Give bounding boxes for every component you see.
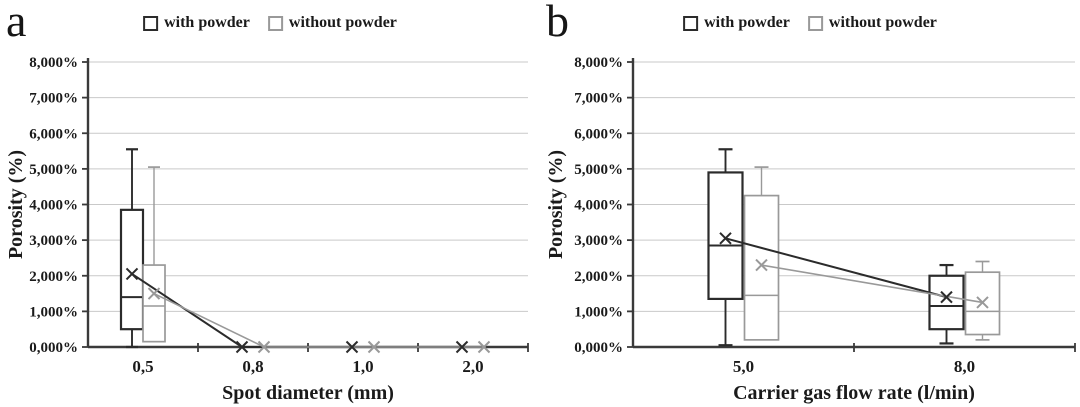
legend-item-with-powder: with powder (683, 14, 790, 32)
x-tick-label: 5,0 (733, 357, 754, 376)
panel-a-chart: 0,000% 1,000% 2,000% 3,000% 4,000% 5,000% 6,00… (5, 55, 529, 404)
y-tick-label: 5,000% (29, 162, 78, 178)
y-tick-label: 7,000% (574, 91, 623, 107)
mean-marker (257, 340, 271, 354)
y-tick-label: 4,000% (574, 198, 623, 214)
y-tick-label: 4,000% (29, 198, 78, 214)
x-tick-label: 0,8 (242, 357, 263, 376)
mean-line-with-powder (131, 273, 462, 348)
y-tick-label: 3,000% (574, 233, 623, 249)
panel-b-chart: 0,000% 1,000% 2,000% 3,000% 4,000% 5,000% 6,00… (545, 55, 1076, 404)
mean-marker (477, 340, 491, 354)
mean-marker (940, 290, 953, 304)
box-with-powder (928, 274, 965, 331)
panel-b: b with powder without powder 0,000% 1,000… (540, 0, 1080, 407)
panel-b-legend: with powder without powder (683, 14, 937, 32)
panel-a: a with powder without powder 0,000% 1,000… (5, 0, 529, 404)
legend-item-without-powder: without powder (267, 14, 397, 32)
box-with-powder (119, 208, 145, 331)
y-tick-label: 8,000% (29, 55, 78, 71)
legend-label-without-powder: without powder (288, 14, 397, 31)
x-tick-label: 1,0 (352, 357, 373, 376)
y-tick-label: 3,000% (29, 233, 78, 249)
axis-title-y: Porosity (%) (545, 150, 567, 259)
axis-title-x: Spot diameter (mm) (222, 382, 394, 404)
box-with-powder (707, 171, 744, 301)
legend-swatch-with-powder-icon (683, 15, 699, 31)
legend-label-without-powder: without powder (828, 14, 937, 31)
box-without-powder (142, 264, 166, 343)
mean-marker (455, 340, 469, 354)
axis-title-x: Carrier gas flow rate (l/min) (733, 382, 975, 404)
mean-marker (755, 258, 768, 272)
mean-marker (147, 287, 161, 300)
legend-item-with-powder: with powder (143, 14, 250, 32)
y-tick-label: 5,000% (574, 162, 623, 178)
mean-line-with-powder (725, 237, 947, 299)
mean-marker (367, 340, 381, 354)
panel-a-label: a (6, 0, 27, 46)
legend-swatch-with-powder-icon (143, 15, 159, 31)
y-tick-label: 0,000% (574, 340, 623, 356)
mean-marker (719, 232, 732, 245)
legend-label-with-powder: with powder (704, 14, 790, 31)
mean-marker (345, 340, 359, 354)
mean-marker (125, 267, 139, 281)
mean-marker (976, 296, 989, 309)
x-tick-label: 8,0 (954, 357, 975, 376)
y-tick-label: 8,000% (574, 55, 623, 71)
panel-b-label: b (546, 0, 569, 46)
legend-swatch-without-powder-icon (267, 15, 283, 31)
x-tick-label: 0,5 (132, 357, 153, 376)
legend-item-without-powder: without powder (807, 14, 937, 32)
y-tick-label: 2,000% (29, 269, 78, 285)
mean-marker (235, 340, 249, 354)
x-tick-label: 2,0 (462, 357, 483, 376)
y-tick-label: 1,000% (574, 304, 623, 320)
y-tick-label: 0,000% (29, 340, 78, 356)
y-tick-label: 1,000% (29, 304, 78, 320)
y-tick-label: 7,000% (29, 91, 78, 107)
mean-line-without-powder (153, 292, 484, 348)
y-tick-label: 2,000% (574, 269, 623, 285)
legend-label-with-powder: with powder (164, 14, 250, 31)
y-tick-label: 6,000% (29, 126, 78, 142)
panel-a-legend: with powder without powder (143, 14, 397, 32)
axis-title-y: Porosity (%) (5, 150, 27, 259)
legend-swatch-without-powder-icon (807, 15, 823, 31)
y-tick-label: 6,000% (574, 126, 623, 142)
